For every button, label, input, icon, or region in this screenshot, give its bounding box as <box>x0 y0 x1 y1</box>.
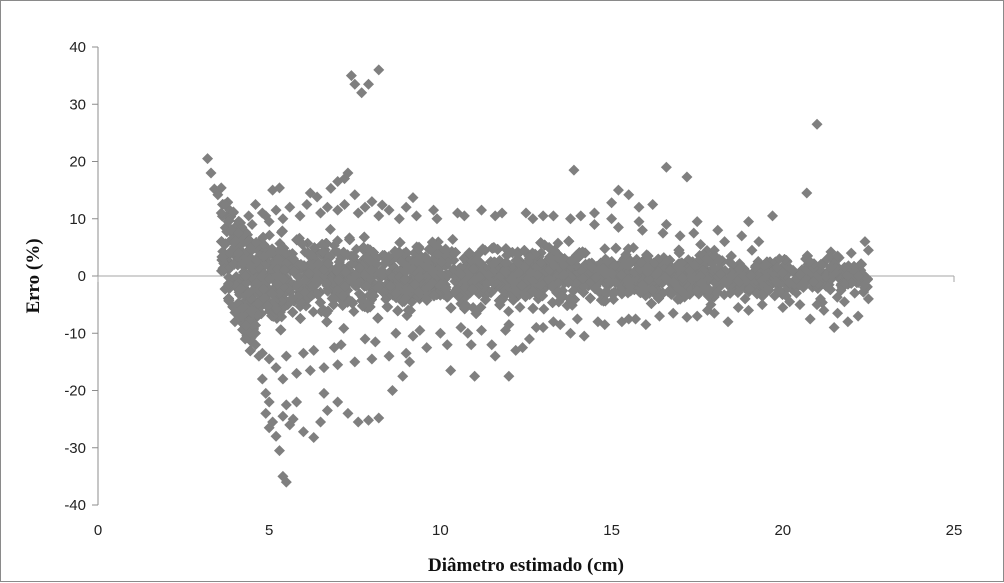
data-point <box>514 302 525 313</box>
data-point <box>538 304 549 315</box>
data-point <box>599 243 610 254</box>
data-points <box>202 64 874 487</box>
data-point <box>348 306 359 317</box>
data-point <box>503 306 514 317</box>
data-point <box>338 323 349 334</box>
data-point <box>325 224 336 235</box>
data-point <box>447 234 458 245</box>
